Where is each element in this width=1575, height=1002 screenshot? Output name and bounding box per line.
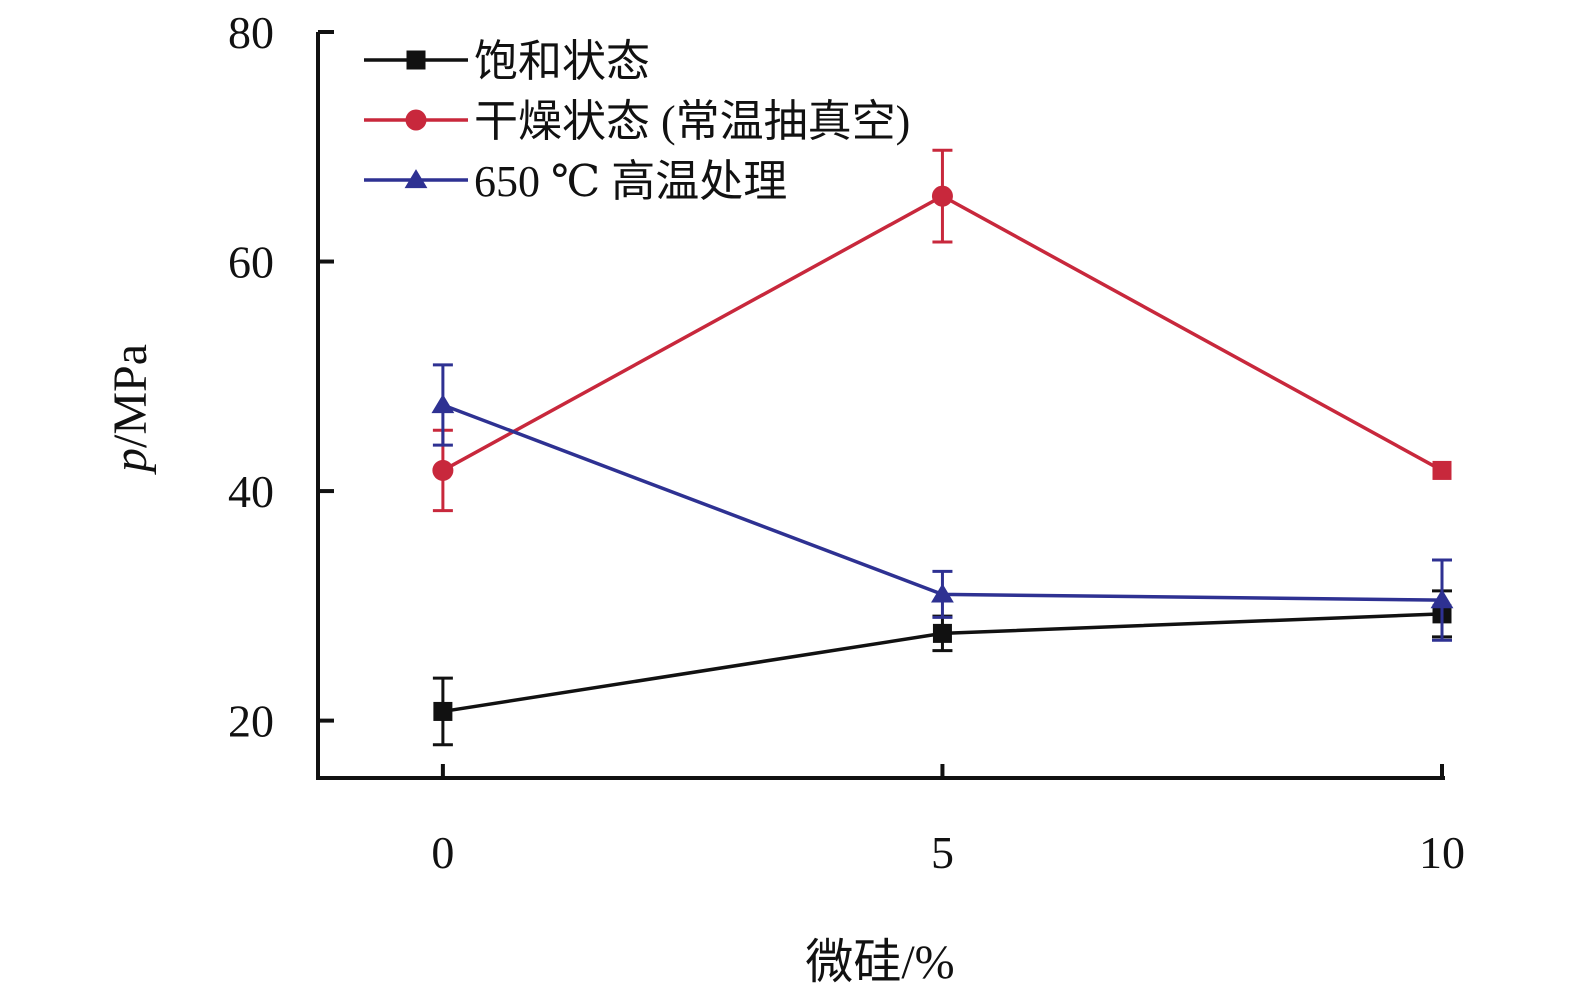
y-tick-label: 40	[228, 466, 274, 517]
legend-label: 饱和状态	[474, 37, 650, 86]
x-tick-label: 10	[1419, 827, 1465, 878]
plot-area	[431, 148, 1454, 747]
legend-item: 干燥状态 (常温抽真空)	[364, 97, 910, 146]
data-point-triangle	[431, 394, 455, 414]
data-point-triangle	[404, 169, 428, 189]
series-3	[431, 363, 1454, 642]
x-axis-title: 微硅/%	[805, 936, 954, 989]
y-tick-label: 80	[228, 7, 274, 58]
x-ticks: 0 5 10	[431, 764, 1465, 878]
y-ticks: 20 40 60 80	[228, 7, 334, 747]
y-tick-label: 60	[228, 237, 274, 288]
data-point-square	[406, 50, 426, 70]
data-point-square	[1432, 460, 1452, 480]
axes: 20 40 60 80 0 5 10	[228, 7, 1465, 878]
y-axis-title-variable: p	[104, 448, 157, 475]
y-tick-label: 20	[228, 696, 274, 747]
x-tick-label: 0	[431, 827, 454, 878]
data-point-triangle	[931, 583, 954, 603]
x-tick-label: 5	[931, 827, 954, 878]
data-point-square	[932, 623, 952, 643]
legend-label: 干燥状态 (常温抽真空)	[474, 97, 910, 146]
legend-item: 饱和状态	[364, 37, 650, 86]
legend-label: 650 ℃ 高温处理	[474, 157, 787, 206]
data-point-circle	[405, 109, 427, 131]
data-point-square	[433, 701, 453, 721]
data-point-triangle	[1430, 589, 1454, 609]
y-axis-title: p/MPa	[104, 344, 157, 475]
data-point-circle	[432, 459, 454, 481]
data-point-circle	[931, 185, 953, 207]
legend-item: 650 ℃ 高温处理	[364, 157, 787, 206]
y-axis-title-unit: /MPa	[104, 344, 157, 448]
